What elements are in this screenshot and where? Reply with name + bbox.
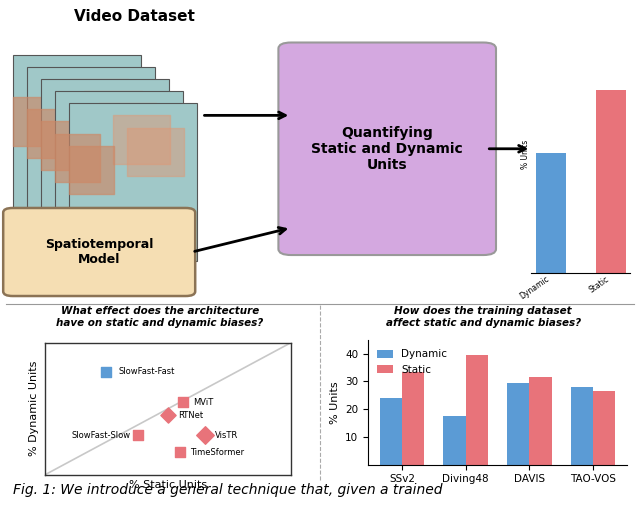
Bar bbox=[466, 355, 488, 465]
Text: Spatiotemporal
Model: Spatiotemporal Model bbox=[45, 238, 154, 266]
Text: RTNet: RTNet bbox=[178, 411, 203, 420]
Point bbox=[101, 367, 111, 376]
Point bbox=[175, 448, 186, 457]
FancyBboxPatch shape bbox=[13, 54, 141, 213]
Bar bbox=[507, 383, 529, 465]
Bar bbox=[529, 377, 552, 465]
Text: SlowFast-Fast: SlowFast-Fast bbox=[119, 367, 175, 376]
Bar bbox=[380, 398, 402, 465]
Text: Quantifying
Static and Dynamic
Units: Quantifying Static and Dynamic Units bbox=[311, 126, 463, 172]
FancyBboxPatch shape bbox=[27, 67, 155, 225]
Text: What effect does the architecture
have on static and dynamic biases?: What effect does the architecture have o… bbox=[56, 306, 264, 328]
FancyBboxPatch shape bbox=[3, 208, 195, 296]
Point bbox=[200, 431, 210, 439]
Legend: Dynamic, Static: Dynamic, Static bbox=[373, 345, 451, 379]
Text: Fig. 1: We introduce a general technique that, given a trained: Fig. 1: We introduce a general technique… bbox=[13, 483, 442, 497]
Point bbox=[133, 431, 143, 439]
FancyBboxPatch shape bbox=[278, 43, 496, 255]
Point bbox=[178, 398, 188, 406]
Y-axis label: % Dynamic Units: % Dynamic Units bbox=[29, 361, 39, 456]
Y-axis label: % Units: % Units bbox=[521, 140, 530, 170]
Bar bbox=[593, 391, 616, 465]
Text: Video Dataset: Video Dataset bbox=[74, 9, 195, 24]
Point bbox=[163, 411, 173, 419]
FancyBboxPatch shape bbox=[55, 91, 183, 249]
Text: SlowFast-Slow: SlowFast-Slow bbox=[72, 431, 131, 440]
FancyBboxPatch shape bbox=[69, 103, 197, 261]
X-axis label: % Static Units: % Static Units bbox=[129, 481, 207, 490]
Text: VisTR: VisTR bbox=[215, 431, 238, 440]
Text: TimeSformer: TimeSformer bbox=[190, 448, 244, 457]
FancyBboxPatch shape bbox=[41, 79, 169, 237]
Text: How does the training dataset
affect static and dynamic biases?: How does the training dataset affect sta… bbox=[386, 306, 580, 328]
Bar bbox=[596, 90, 626, 273]
Y-axis label: % Units: % Units bbox=[330, 381, 340, 424]
Bar bbox=[444, 416, 466, 465]
Bar bbox=[402, 372, 424, 465]
Text: MViT: MViT bbox=[193, 398, 213, 406]
Bar bbox=[536, 153, 566, 273]
Bar bbox=[571, 387, 593, 465]
